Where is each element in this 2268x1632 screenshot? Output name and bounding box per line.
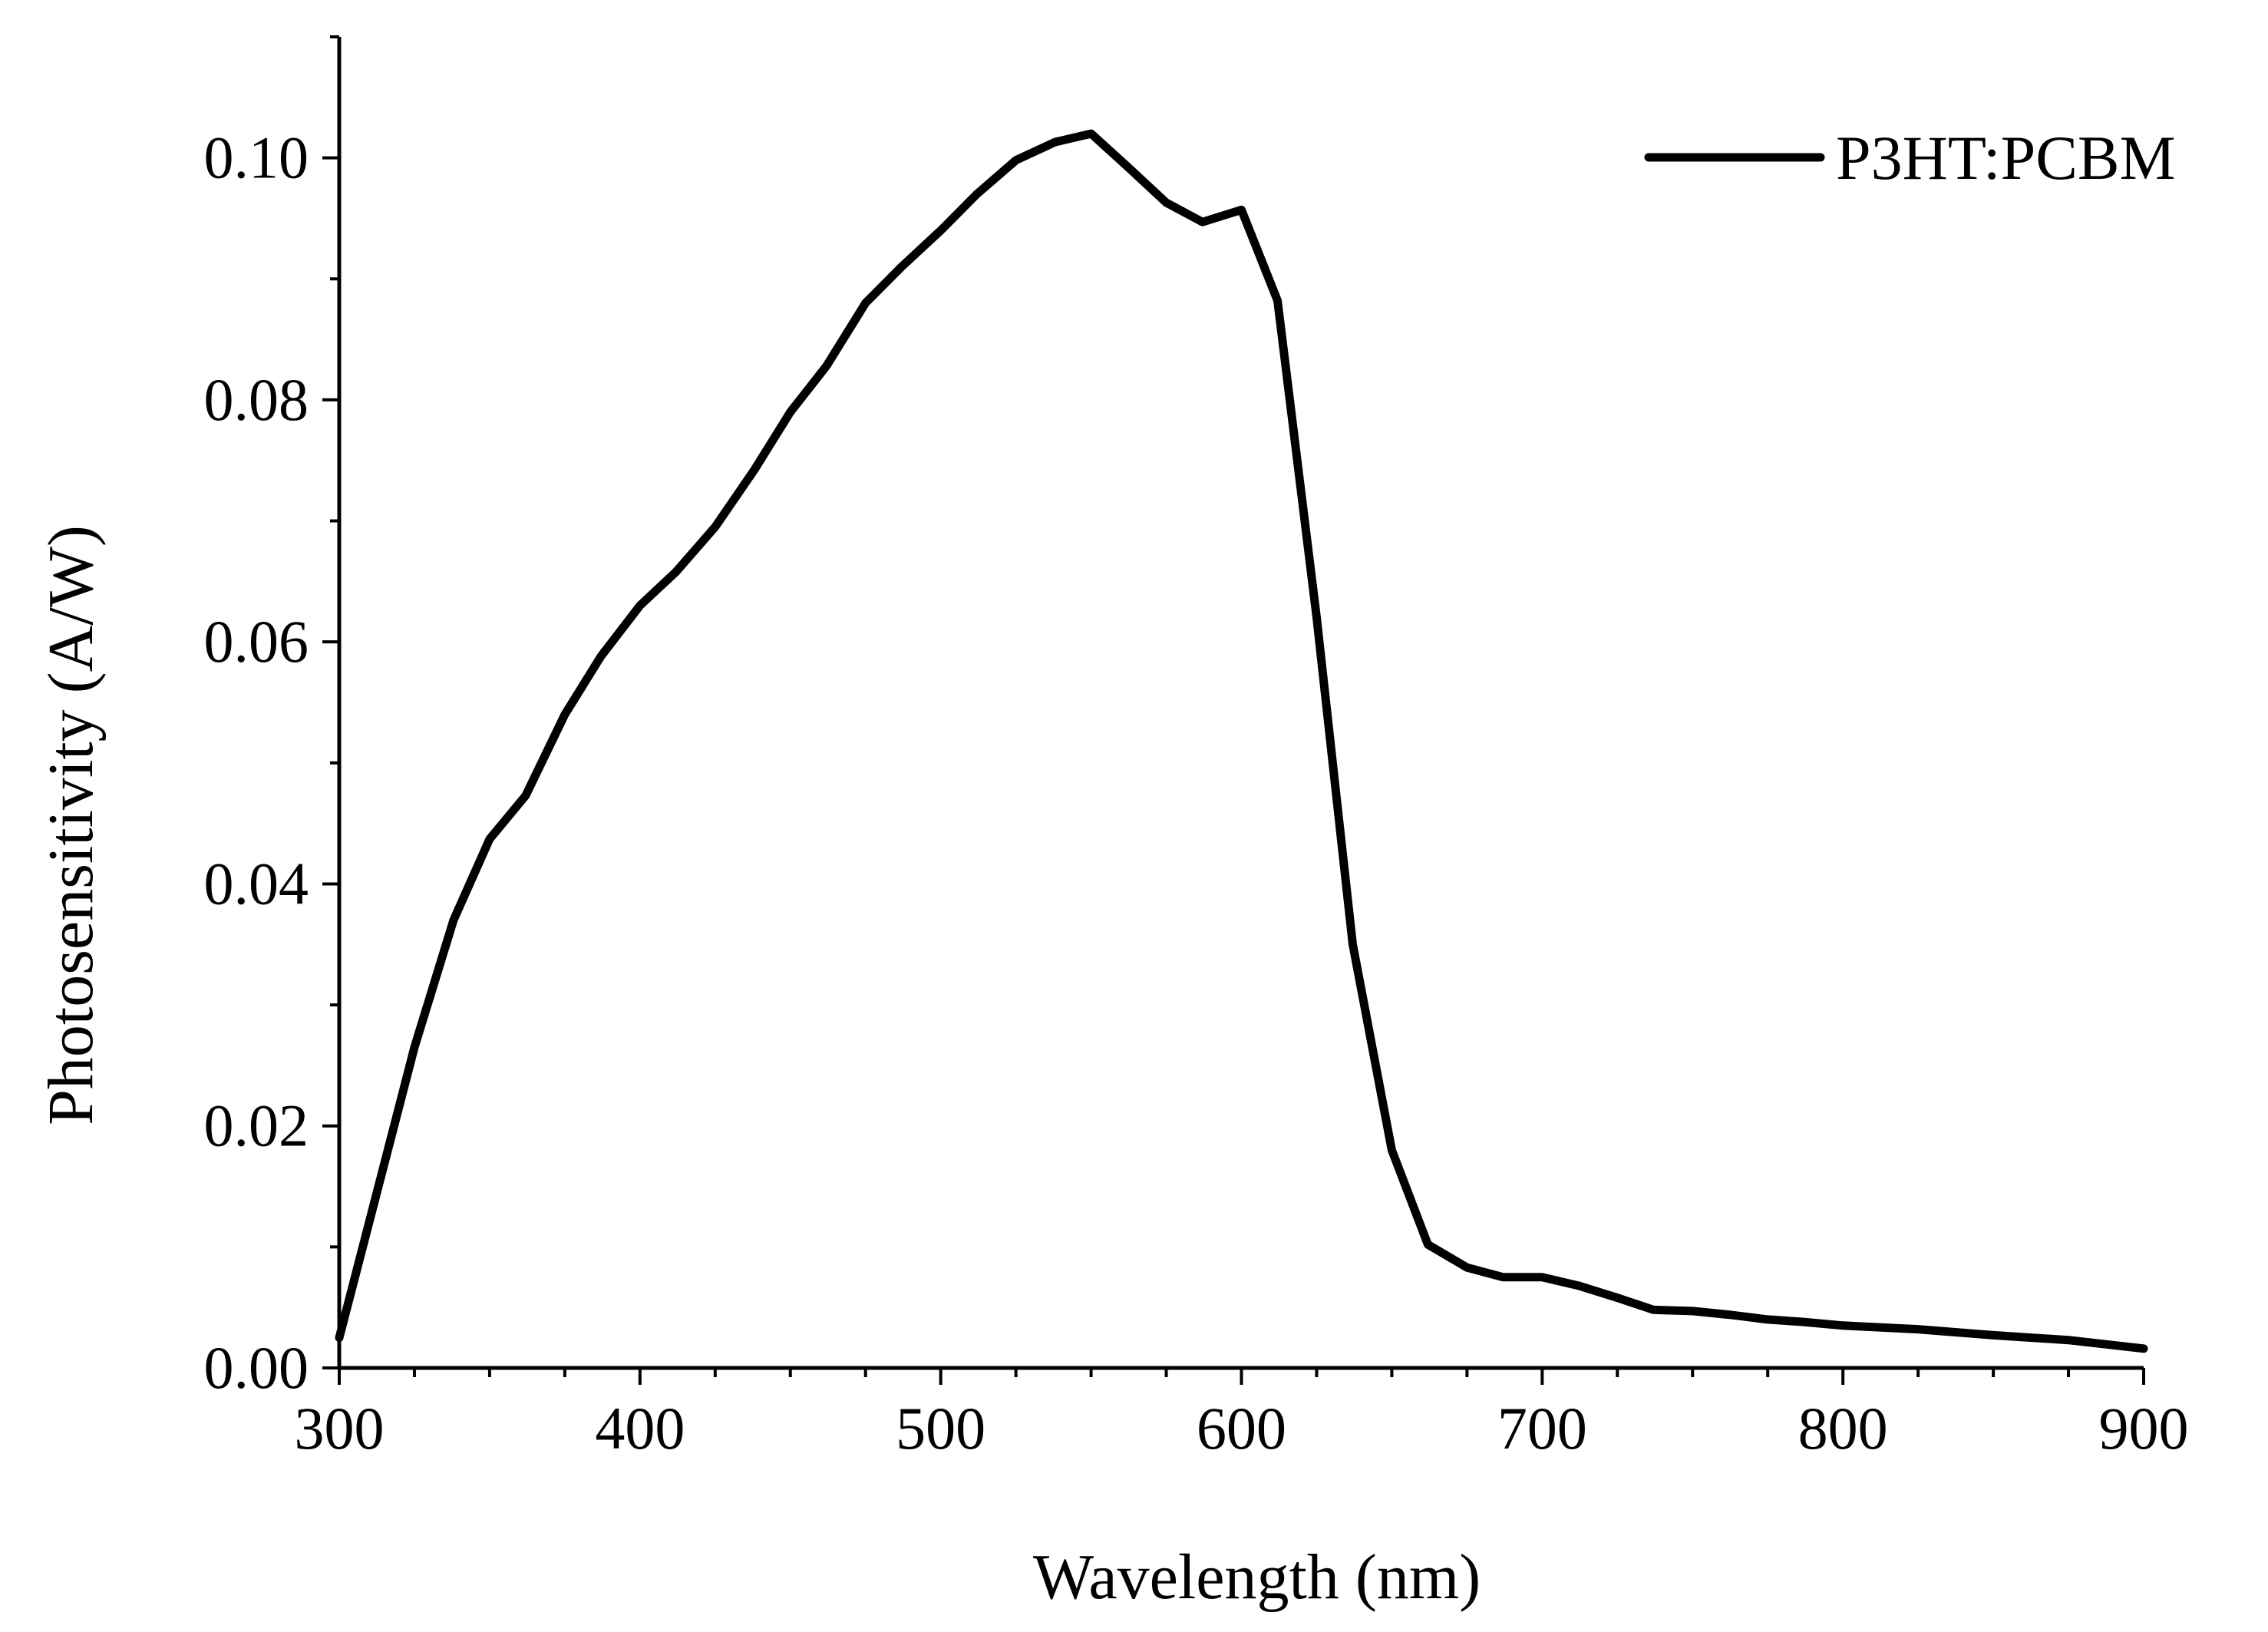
y-tick-label: 0.00 (204, 1334, 309, 1401)
y-axis-ticks: 0.00 0.02 0.04 0.06 0.08 0.10 (204, 35, 339, 1401)
x-tick-label: 400 (595, 1395, 685, 1462)
axes (337, 37, 2144, 1370)
x-tick-label: 700 (1497, 1395, 1587, 1462)
series-line-p3ht-pcbm (335, 129, 2148, 1353)
x-tick-label: 600 (1197, 1395, 1286, 1462)
legend: P3HT:PCBM (1644, 123, 2176, 193)
x-axis-ticks: 300 400 500 600 700 800 900 (295, 1368, 2189, 1462)
series-group (335, 129, 2148, 1353)
y-tick-label: 0.06 (204, 608, 309, 675)
x-tick-label: 300 (295, 1395, 385, 1462)
x-axis-title: Wavelength (nm) (1033, 1541, 1481, 1613)
x-tick-label: 800 (1798, 1395, 1888, 1462)
y-axis-title: Photosensitivity (A/W) (35, 525, 107, 1125)
legend-label-p3ht-pcbm: P3HT:PCBM (1836, 123, 2176, 193)
y-tick-label: 0.02 (204, 1092, 309, 1159)
y-tick-label: 0.04 (204, 850, 309, 917)
y-tick-label: 0.10 (204, 124, 309, 191)
x-tick-label: 900 (2099, 1395, 2189, 1462)
y-tick-label: 0.08 (204, 366, 309, 433)
x-tick-label: 500 (896, 1395, 985, 1462)
